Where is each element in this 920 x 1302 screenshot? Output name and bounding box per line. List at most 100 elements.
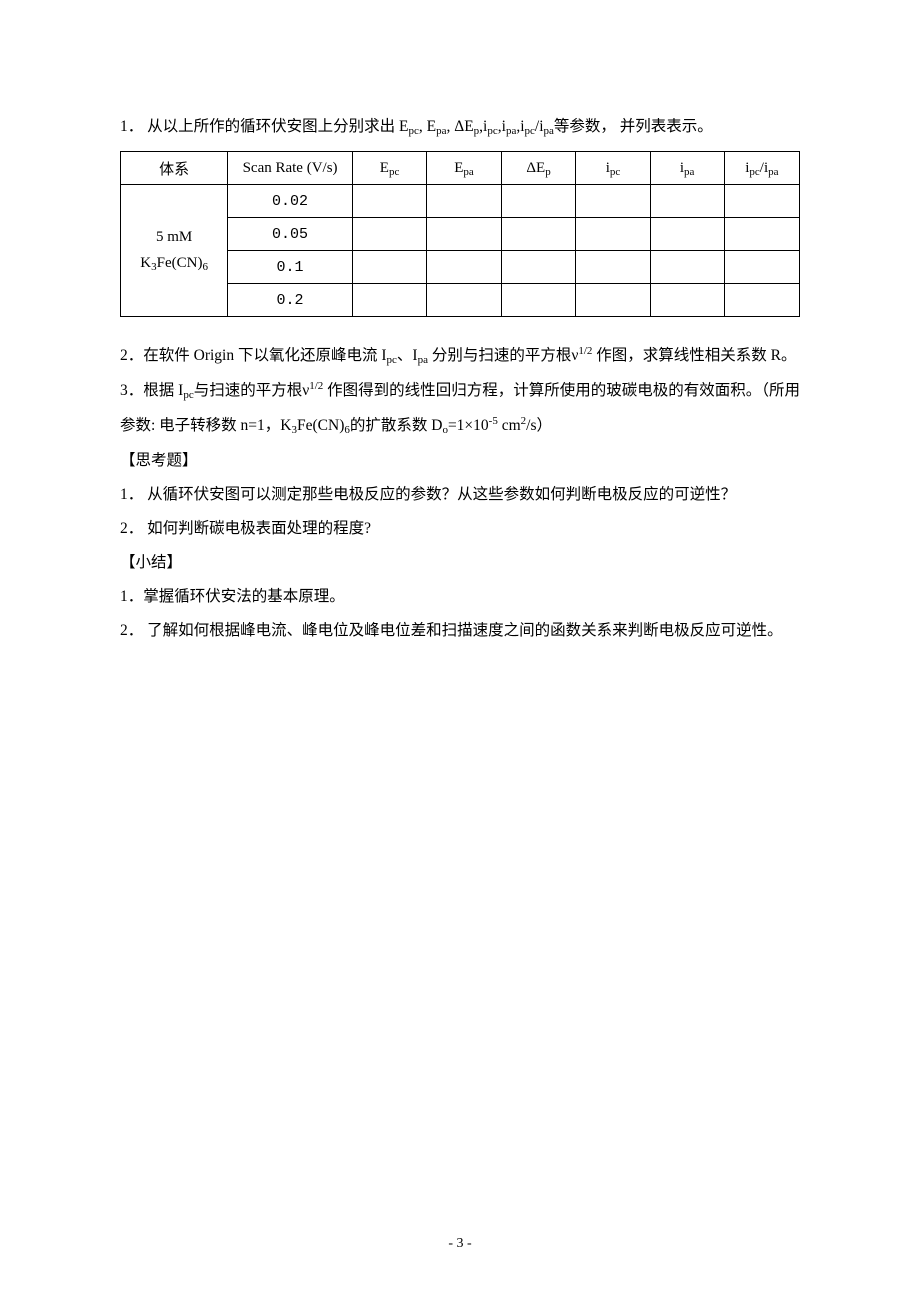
summary-2: 2． 了解如何根据峰电流、峰电位及峰电位差和扫描速度之间的函数关系来判断电极反应… (120, 614, 800, 648)
empty-cell (427, 284, 501, 317)
empty-cell (650, 218, 724, 251)
sym: E (454, 160, 463, 176)
empty-cell (427, 218, 501, 251)
sub: pc (408, 125, 418, 137)
empty-cell (501, 218, 576, 251)
empty-cell (724, 218, 799, 251)
sub: pa (436, 125, 446, 137)
sep: , (419, 118, 427, 135)
p1-text: 1． 从以上所作的循环伏安图上分别求出 E (120, 118, 408, 135)
t: 分别与扫速的平方根ν (428, 347, 578, 364)
sub: pc (749, 166, 759, 178)
t: 与扫速的平方根ν (194, 382, 310, 399)
th-dep: ΔEp (501, 152, 576, 185)
empty-cell (650, 284, 724, 317)
data-table: 体系 Scan Rate (V/s) Epc Epa ΔEp ipc ipa i… (120, 151, 800, 317)
heading-summary: 【小结】 (120, 546, 800, 580)
th-epa: Epa (427, 152, 501, 185)
sup: -5 (489, 415, 498, 427)
th-ipa: ipa (650, 152, 724, 185)
empty-cell (650, 185, 724, 218)
t: 作图，求算线性相关系数 R。 (592, 347, 796, 364)
th-system: 体系 (121, 152, 228, 185)
th-ipc: ipc (576, 152, 650, 185)
rate-cell: 0.2 (228, 284, 353, 317)
sub: pc (389, 166, 399, 178)
rate-cell: 0.02 (228, 185, 353, 218)
empty-cell (650, 251, 724, 284)
document-page: 1． 从以上所作的循环伏安图上分别求出 Epc, Epa, ΔEp,ipc,ip… (0, 0, 920, 1302)
empty-cell (501, 251, 576, 284)
table-header-row: 体系 Scan Rate (V/s) Epc Epa ΔEp ipc ipa i… (121, 152, 800, 185)
empty-cell (352, 218, 426, 251)
th-rate: Scan Rate (V/s) (228, 152, 353, 185)
system-line1: 5 mM (125, 224, 223, 250)
sym: E (380, 160, 389, 176)
sub: pc (525, 125, 535, 137)
question-2: 2． 如何判断碳电极表面处理的程度? (120, 512, 800, 546)
i: i (539, 118, 543, 135)
empty-cell (576, 284, 650, 317)
heading-think: 【思考题】 (120, 444, 800, 478)
de: , ΔE (446, 118, 473, 135)
sub: pc (183, 389, 193, 401)
sub: 3 (151, 261, 157, 273)
sub: pc (610, 166, 620, 178)
empty-cell (724, 185, 799, 218)
empty-cell (427, 185, 501, 218)
empty-cell (501, 185, 576, 218)
sub: p (545, 166, 551, 178)
empty-cell (576, 251, 650, 284)
i: i (520, 118, 524, 135)
sub: pa (506, 125, 516, 137)
sub: pc (487, 125, 497, 137)
sub: 3 (292, 424, 298, 436)
sub: pa (463, 166, 473, 178)
paragraph-2: 2．在软件 Origin 下以氧化还原峰电流 Ipc、Ipa 分别与扫速的平方根… (120, 339, 800, 374)
t: 、I (397, 347, 418, 364)
t: cm (498, 417, 521, 434)
empty-cell (724, 284, 799, 317)
k: K (140, 255, 151, 271)
summary-1: 1．掌握循环伏安法的基本原理。 (120, 580, 800, 614)
t: 2．在软件 Origin 下以氧化还原峰电流 I (120, 347, 387, 364)
t: =1×10 (448, 417, 489, 434)
empty-cell (724, 251, 799, 284)
sub: 6 (202, 261, 208, 273)
empty-cell (352, 185, 426, 218)
empty-cell (576, 185, 650, 218)
sub: o (442, 424, 448, 436)
th-epc: Epc (352, 152, 426, 185)
sub: pa (768, 166, 778, 178)
sub: pa (418, 354, 428, 366)
empty-cell (352, 251, 426, 284)
question-1: 1． 从循环伏安图可以测定那些电极反应的参数？从这些参数如何判断电极反应的可逆性… (120, 478, 800, 512)
sub: 6 (344, 424, 350, 436)
t: Fe(CN) (297, 417, 344, 434)
rate-cell: 0.1 (228, 251, 353, 284)
table-row: 5 mM K3Fe(CN)6 0.02 (121, 185, 800, 218)
t: 3．根据 I (120, 382, 183, 399)
sub: pa (544, 125, 554, 137)
fe: Fe(CN) (157, 255, 203, 271)
th-ratio: ipc/ipa (724, 152, 799, 185)
empty-cell (352, 284, 426, 317)
paragraph-1: 1． 从以上所作的循环伏安图上分别求出 Epc, Epa, ΔEp,ipc,ip… (120, 110, 800, 145)
system-line2: K3Fe(CN)6 (125, 250, 223, 277)
t: 的扩散系数 D (350, 417, 443, 434)
rate-cell: 0.05 (228, 218, 353, 251)
empty-cell (501, 284, 576, 317)
tail: 等参数， 并列表表示。 (554, 118, 713, 135)
sym: ΔE (526, 160, 545, 176)
e: E (427, 118, 436, 135)
empty-cell (427, 251, 501, 284)
page-number: - 3 - (0, 1236, 920, 1252)
sup: 2 (521, 415, 527, 427)
paragraph-3: 3．根据 Ipc与扫速的平方根ν1/2 作图得到的线性回归方程，计算所使用的玻碳… (120, 374, 800, 444)
t: /s） (526, 417, 552, 434)
sub: pc (387, 354, 397, 366)
sub: p (474, 125, 480, 137)
sup: 1/2 (309, 380, 323, 392)
sub: pa (684, 166, 694, 178)
empty-cell (576, 218, 650, 251)
